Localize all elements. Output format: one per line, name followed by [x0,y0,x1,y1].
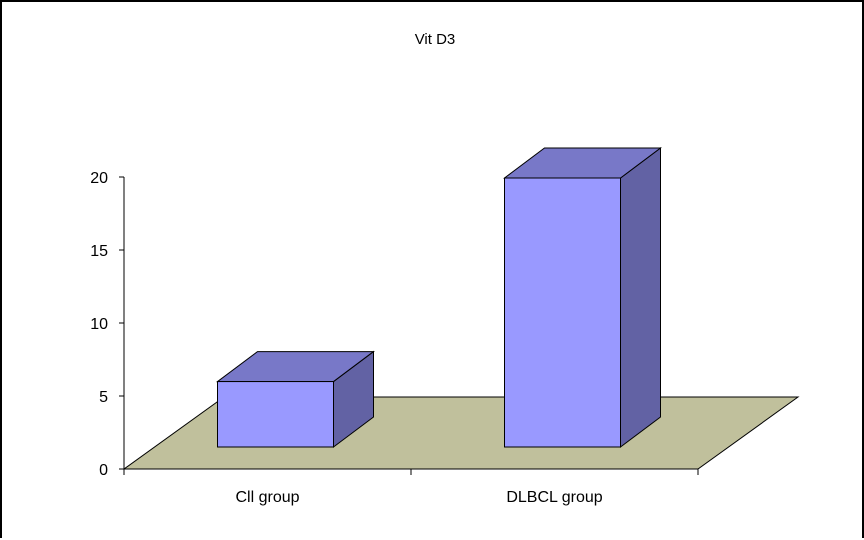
y-tick-label: 15 [90,243,108,260]
y-tick-label: 20 [90,170,108,187]
x-tick-label: DLBCL group [506,489,602,506]
y-tick-label: 0 [99,462,108,479]
y-tick-label: 5 [99,389,108,406]
x-tick-label: Cll group [235,489,299,506]
bar-dlbcl-group [503,147,662,448]
chart-title: Vit D3 [415,31,456,48]
bar-front-face [217,381,334,448]
bar-side-face [620,147,661,448]
y-tick-label: 10 [90,316,108,333]
bar-cll-group [216,350,375,448]
bar-front-face [504,177,621,448]
